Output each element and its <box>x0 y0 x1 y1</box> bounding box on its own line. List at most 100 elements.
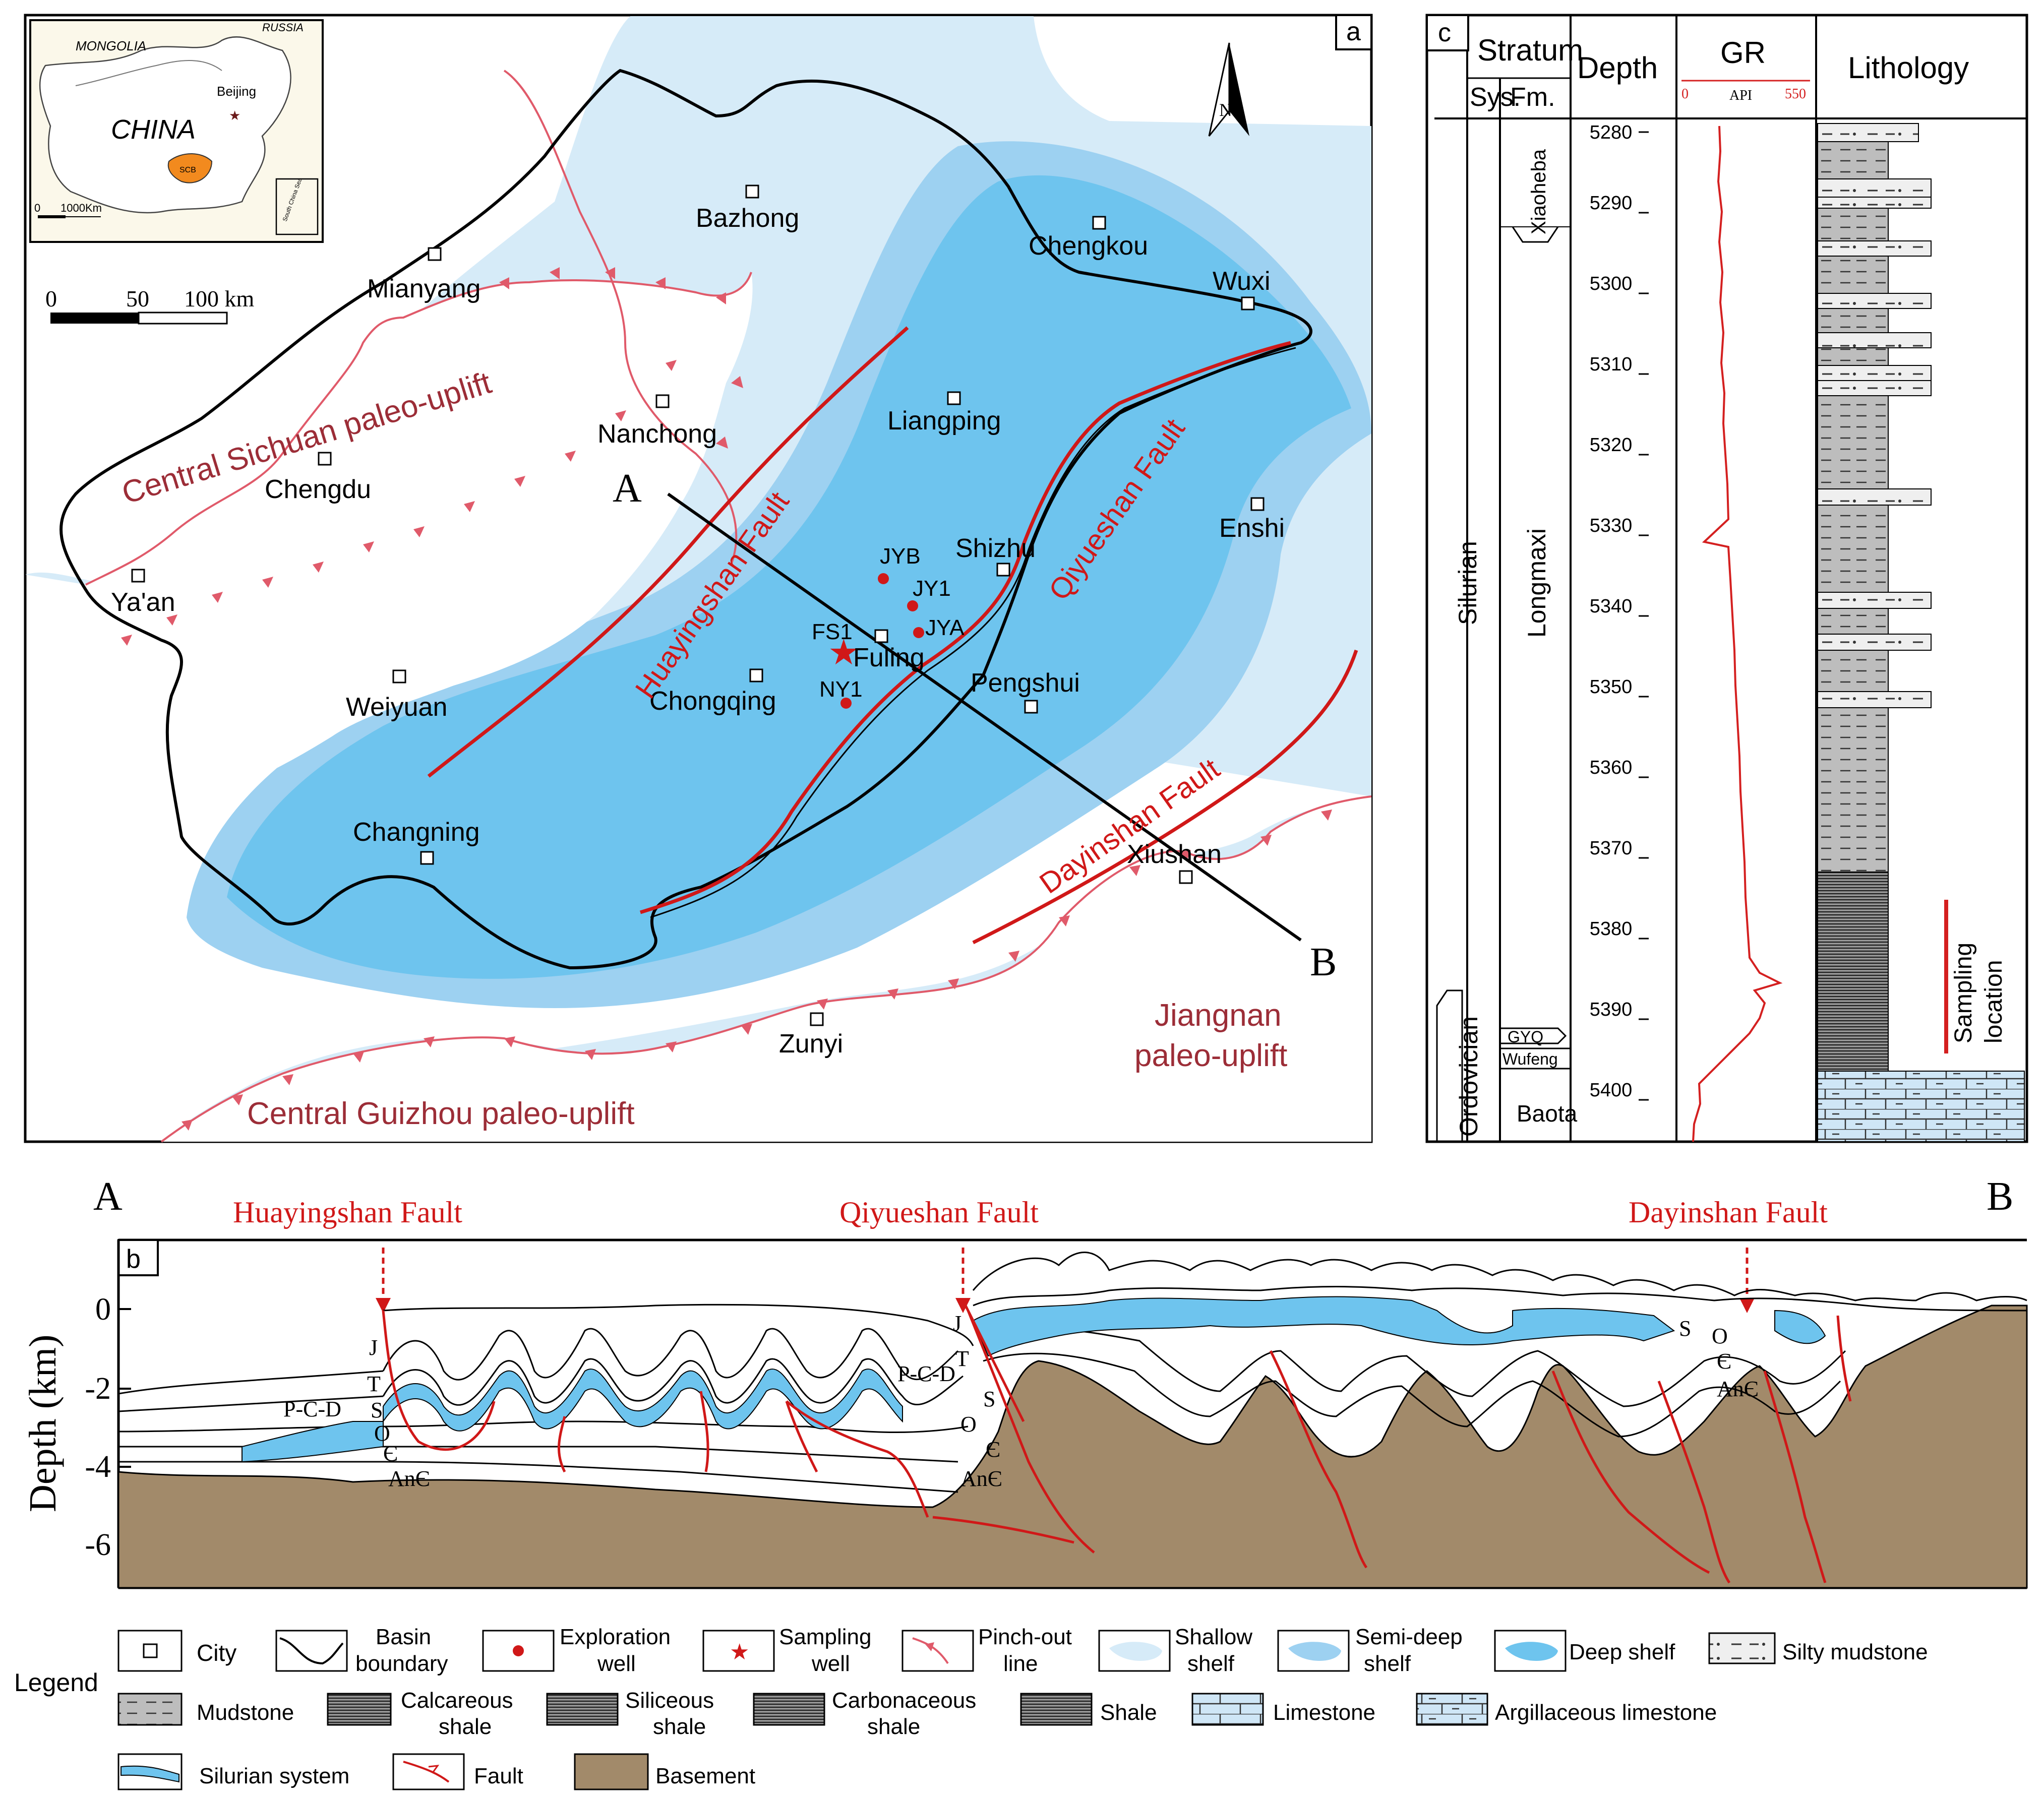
header-sys: Sys. <box>1470 83 1521 112</box>
legend-limestone: Limestone <box>1273 1700 1375 1725</box>
legend-carb-2: shale <box>867 1714 920 1739</box>
city-chengdu: Chengdu <box>265 475 371 504</box>
svg-text:5390: 5390 <box>1590 999 1633 1020</box>
svg-text:5280: 5280 <box>1590 122 1633 143</box>
section-b-end-b: B <box>1987 1174 2013 1219</box>
system-silurian: Silurian <box>1454 541 1482 625</box>
city-shizhu: Shizhu <box>955 534 1036 563</box>
svg-text:5310: 5310 <box>1590 354 1633 375</box>
gr-min: 0 <box>1681 86 1689 102</box>
section-end-b: B <box>1310 940 1337 984</box>
legend-deep: Deep shelf <box>1569 1640 1675 1664</box>
scale-50: 50 <box>126 286 149 312</box>
svg-text:5400: 5400 <box>1590 1080 1633 1101</box>
well-jy1: JY1 <box>913 576 951 601</box>
dayinshan-fault-line <box>972 649 1358 945</box>
legend-sili: Siliceous <box>625 1688 714 1713</box>
section-end-a: A <box>613 466 642 511</box>
svg-text:5300: 5300 <box>1590 273 1633 294</box>
ytick-0: 0 <box>95 1292 111 1327</box>
pinchout-teeth <box>121 267 1332 1131</box>
stratum-anc-1: AnЄ <box>388 1466 430 1491</box>
beijing-star-icon: ★ <box>229 108 241 123</box>
legend-carb: Carbonaceous <box>832 1688 976 1713</box>
sampling-label-2: location <box>1980 960 2007 1043</box>
city-chengkou: Chengkou <box>1029 231 1148 261</box>
city-xiushan: Xiushan <box>1127 840 1222 869</box>
gr-max: 550 <box>1785 86 1806 102</box>
city-bazhong: Bazhong <box>696 204 799 233</box>
header-stratum: Stratum <box>1477 33 1583 67</box>
scb-region <box>167 153 213 183</box>
section-faults <box>382 1299 1852 1584</box>
system-ordovician: Ordovician <box>1455 1016 1483 1137</box>
legend-shallow-2: shelf <box>1187 1651 1235 1676</box>
qiyueshan-fault-line <box>639 341 1291 914</box>
svg-text:N: N <box>1219 100 1232 120</box>
stratum-t-2: T <box>955 1346 969 1371</box>
city-yaan: Ya'an <box>111 588 175 617</box>
legend-pinchout-2: line <box>1003 1651 1038 1676</box>
legend-exploration: Exploration <box>560 1625 671 1649</box>
stratum-t-1: T <box>367 1372 381 1396</box>
legend-shallow: Shallow <box>1175 1625 1252 1649</box>
well-jya: JYA <box>925 615 965 640</box>
formation-longmaxi: Longmaxi <box>1523 528 1551 638</box>
inset-mongolia: MONGOLIA <box>76 38 146 53</box>
stratum-o-1: O <box>374 1421 390 1446</box>
section-line-ab <box>667 492 1302 942</box>
legend-exploration-2: well <box>597 1651 636 1676</box>
legend-calc-2: shale <box>439 1714 492 1739</box>
north-arrow-icon: N <box>1208 42 1249 137</box>
gr-unit: API <box>1729 88 1752 103</box>
panel-c-column: c Stratum Sys. Fm. Depth GR 0 API 550 Li… <box>1425 14 2028 1143</box>
legend-calc: Calcareous <box>401 1688 513 1713</box>
svg-text:5360: 5360 <box>1590 757 1633 778</box>
legend-silurian: Silurian system <box>199 1764 349 1788</box>
legend-silty: Silty mudstone <box>1782 1640 1928 1664</box>
svg-text:5350: 5350 <box>1590 676 1633 698</box>
section-label-qiyueshan: Qiyueshan Fault <box>839 1196 1039 1229</box>
panel-a-map: MONGOLIA RUSSIA CHINA Beijing ★ SCB 0 10… <box>24 14 1373 1143</box>
city-fuling: Fuling <box>853 643 925 672</box>
panel-a-label: a <box>1346 17 1361 46</box>
svg-text:5320: 5320 <box>1590 434 1633 456</box>
exploration-well-ny1 <box>840 698 852 709</box>
stratum-s-2: S <box>983 1387 995 1411</box>
city-pengshui: Pengshui <box>971 668 1080 698</box>
city-enshi: Enshi <box>1219 514 1285 543</box>
legend-shale: Shale <box>1100 1700 1157 1725</box>
legend-sili-2: shale <box>653 1714 706 1739</box>
city-liangping: Liangping <box>887 406 1001 436</box>
formation-gyq: GYQ <box>1508 1028 1543 1046</box>
city-markers <box>131 184 1265 1026</box>
inset-map: MONGOLIA RUSSIA CHINA Beijing ★ SCB 0 10… <box>29 19 324 243</box>
basin-boundary <box>59 69 1312 970</box>
stratum-o-3: O <box>1712 1324 1728 1348</box>
exploration-well-jy1 <box>907 600 918 611</box>
svg-text:★: ★ <box>730 1640 749 1664</box>
header-fm: Fm. <box>1510 83 1555 112</box>
city-weiyuan: Weiyuan <box>346 693 447 722</box>
sampling-label-1: Sampling <box>1950 943 1977 1043</box>
qiyueshan-fault-line-2 <box>650 347 1296 918</box>
stratum-anc-3: AnЄ <box>1717 1377 1759 1401</box>
stratum-c-3: Є <box>1717 1349 1731 1374</box>
panel-c-label: c <box>1438 18 1451 47</box>
formation-wufeng: Wufeng <box>1502 1050 1558 1068</box>
legend-title: Legend <box>14 1668 98 1697</box>
stratum-c-2: Є <box>986 1437 1000 1462</box>
stratum-o-2: O <box>960 1412 977 1437</box>
basement-area <box>117 1305 2028 1589</box>
city-mianyang: Mianyang <box>367 274 480 303</box>
ytick-2: -2 <box>85 1372 111 1406</box>
section-label-huayingshan: Huayingshan Fault <box>233 1196 462 1229</box>
panel-b-section: b A B Huayingshan Fault Qiyueshan Fault … <box>22 1174 2028 1589</box>
inset-beijing: Beijing <box>217 84 256 99</box>
label-central-guizhou: Central Guizhou paleo-uplift <box>247 1096 635 1131</box>
pinchout-line-sichuan <box>85 272 752 586</box>
header-gr: GR <box>1720 36 1766 70</box>
exploration-well-jyb <box>878 573 889 584</box>
sampling-well-star-icon: ★ <box>828 633 860 672</box>
depth-ticks: 5280 5290 5300 5310 5320 5330 5340 5350 … <box>1590 122 1633 1101</box>
